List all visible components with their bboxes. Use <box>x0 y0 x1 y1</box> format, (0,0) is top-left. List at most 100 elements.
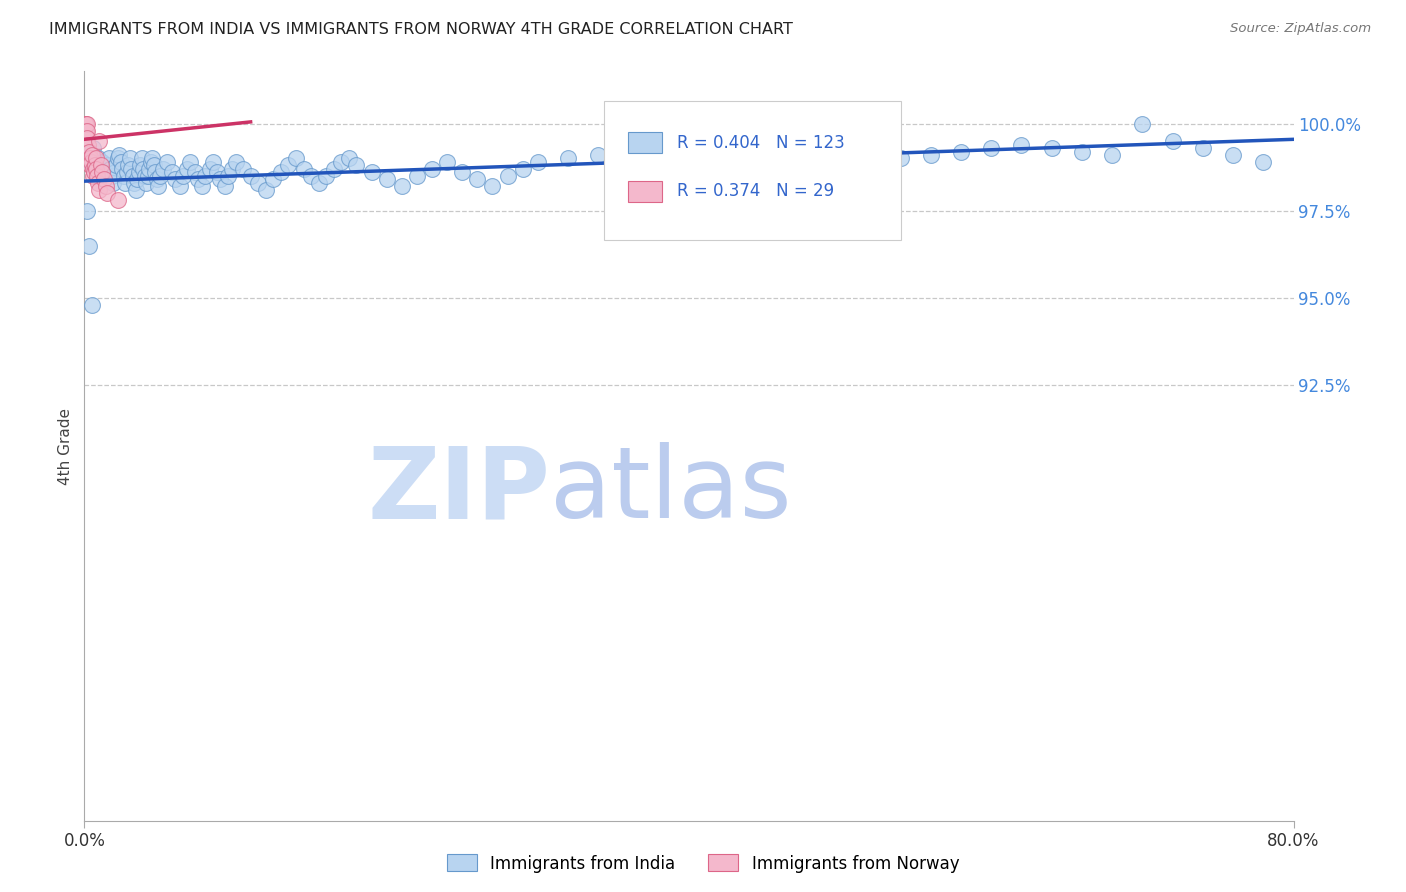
Point <box>104 165 127 179</box>
Point <box>1192 141 1215 155</box>
Point <box>221 161 243 176</box>
Point <box>93 172 115 186</box>
Point <box>176 161 198 176</box>
Text: atlas: atlas <box>550 442 792 540</box>
Point <box>128 165 150 179</box>
Point <box>406 169 429 183</box>
Point <box>830 158 852 172</box>
Y-axis label: 4th Grade: 4th Grade <box>58 408 73 484</box>
FancyBboxPatch shape <box>628 132 662 153</box>
Point <box>254 183 277 197</box>
Point <box>77 145 100 159</box>
Point <box>232 161 254 176</box>
Point <box>84 152 107 166</box>
Point <box>187 172 209 186</box>
Point <box>149 169 172 183</box>
Point <box>1011 137 1033 152</box>
Point <box>86 161 108 176</box>
Point <box>198 161 221 176</box>
Point <box>330 155 353 169</box>
Point <box>97 152 120 166</box>
Point <box>86 165 108 179</box>
Text: IMMIGRANTS FROM INDIA VS IMMIGRANTS FROM NORWAY 4TH GRADE CORRELATION CHART: IMMIGRANTS FROM INDIA VS IMMIGRANTS FROM… <box>49 22 793 37</box>
Point <box>557 152 579 166</box>
Point <box>114 176 136 190</box>
Point <box>101 176 124 190</box>
Point <box>94 165 117 179</box>
Point <box>82 169 104 183</box>
Point <box>1101 148 1123 162</box>
Point <box>79 152 101 166</box>
Point <box>436 155 458 169</box>
Point <box>76 203 98 218</box>
Point <box>145 165 167 179</box>
Point <box>247 176 270 190</box>
Point <box>420 161 443 176</box>
Point <box>1161 134 1184 148</box>
Point <box>738 148 761 162</box>
Point <box>90 169 112 183</box>
Point <box>391 179 413 194</box>
Point <box>84 158 107 172</box>
Point <box>107 194 129 208</box>
Point <box>262 172 284 186</box>
Point <box>83 165 105 179</box>
Point <box>337 152 360 166</box>
Point <box>111 161 134 176</box>
Point <box>678 137 700 152</box>
Point <box>360 165 382 179</box>
Point <box>76 123 98 137</box>
Point <box>127 172 149 186</box>
Point <box>80 298 103 312</box>
Point <box>96 186 118 201</box>
Point <box>80 148 103 162</box>
Point <box>496 169 519 183</box>
Point <box>467 172 489 186</box>
Point <box>77 137 100 152</box>
Text: R = 0.374   N = 29: R = 0.374 N = 29 <box>676 182 834 200</box>
Point <box>80 148 103 162</box>
Point <box>135 176 157 190</box>
Point <box>1132 117 1154 131</box>
Point <box>527 155 550 169</box>
Point <box>75 117 97 131</box>
Point <box>87 152 110 166</box>
Point <box>201 155 224 169</box>
Point <box>87 183 110 197</box>
Point <box>110 155 132 169</box>
Point <box>132 161 155 176</box>
Point <box>1071 145 1094 159</box>
Text: ZIP: ZIP <box>367 442 550 540</box>
Point <box>890 152 912 166</box>
Point <box>346 158 368 172</box>
Point <box>82 161 104 176</box>
Point <box>481 179 503 194</box>
Point <box>117 158 139 172</box>
Point <box>118 152 141 166</box>
Point <box>91 165 114 179</box>
Point <box>134 169 156 183</box>
Point <box>270 165 292 179</box>
Point <box>105 158 128 172</box>
Point <box>950 145 973 159</box>
Point <box>152 161 174 176</box>
Point <box>172 169 194 183</box>
Point <box>86 169 108 183</box>
Text: Source: ZipAtlas.com: Source: ZipAtlas.com <box>1230 22 1371 36</box>
Point <box>141 152 163 166</box>
Point <box>136 169 159 183</box>
Point <box>125 183 148 197</box>
Point <box>214 179 236 194</box>
Point <box>920 148 942 162</box>
Point <box>75 123 97 137</box>
Point <box>90 158 112 172</box>
Point <box>315 169 337 183</box>
Point <box>859 155 882 169</box>
Point <box>107 152 129 166</box>
Point <box>1222 148 1244 162</box>
Point <box>98 161 121 176</box>
Point <box>139 155 162 169</box>
Point <box>77 238 100 252</box>
Point <box>148 179 170 194</box>
Point <box>120 161 142 176</box>
